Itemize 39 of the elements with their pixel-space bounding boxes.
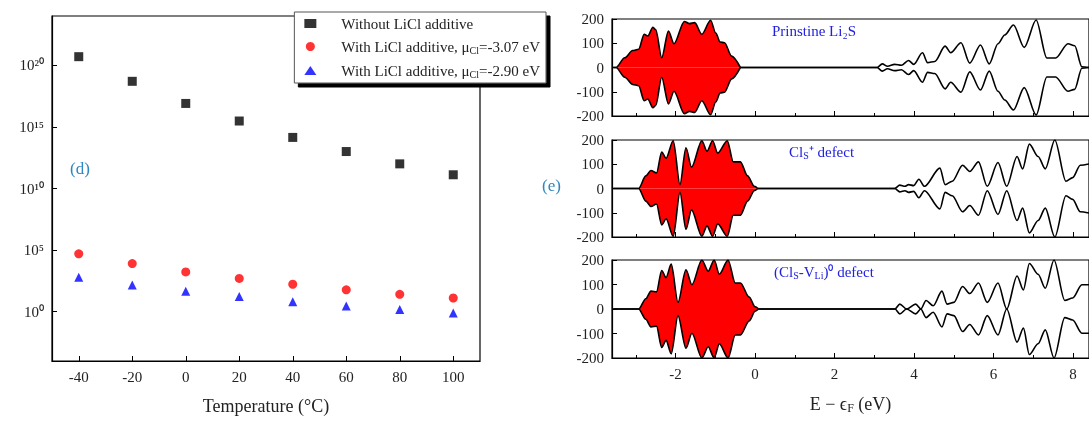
y-tick-label: 100: [581, 156, 604, 173]
y-tick-label: 10⁵: [23, 242, 44, 259]
x-axis-title: Temperature (°C): [202, 396, 330, 417]
x-tick-label: -20: [122, 368, 143, 385]
x-tick-label: 8: [1069, 365, 1077, 382]
y-tick-label: 100: [581, 276, 604, 293]
x-tick-label: 80: [392, 368, 408, 385]
x-tick-label: 4: [910, 365, 919, 382]
y-tick-label: 0: [596, 301, 604, 317]
x-tick-label: 40: [285, 368, 301, 385]
y-tick-label: 10¹⁰: [19, 180, 44, 197]
x-tick-label: 20: [231, 368, 247, 385]
y-tick-label: -100: [576, 83, 604, 100]
y-tick-label: -200: [576, 108, 604, 124]
y-tick-label: 200: [581, 132, 604, 148]
x-tick-label: 6: [989, 365, 998, 382]
x-tick-label: 2: [830, 365, 839, 382]
y-tick-label: 10²⁰: [19, 57, 44, 74]
y-tick-label: 100: [581, 35, 604, 52]
y-tick-label: -200: [576, 229, 604, 245]
x-tick-label: 60: [338, 368, 354, 385]
y-tick-label: 200: [581, 252, 604, 268]
y-tick-label: -100: [576, 204, 604, 221]
text: (e): [542, 175, 561, 195]
y-tick-label: -100: [576, 325, 604, 342]
y-tick-label: 0: [596, 180, 604, 197]
y-tick-label: 0: [596, 59, 604, 76]
annotation: Prinstine Li₂S: [772, 22, 856, 39]
y-tick-label: 10⁰: [24, 303, 44, 320]
x-tick-label: 100: [442, 368, 465, 385]
x-tick-label: -40: [68, 368, 89, 385]
x-tick-label: -2: [669, 365, 682, 382]
x-tick-label: 0: [751, 365, 759, 382]
y-tick-label: -200: [576, 350, 604, 366]
legend-label: Without LiCl additive: [341, 15, 474, 32]
y-tick-label: 200: [581, 11, 604, 27]
y-tick-label: 10¹⁵: [19, 118, 44, 135]
annotation: (d): [70, 159, 90, 178]
x-tick-label: 0: [182, 368, 190, 385]
